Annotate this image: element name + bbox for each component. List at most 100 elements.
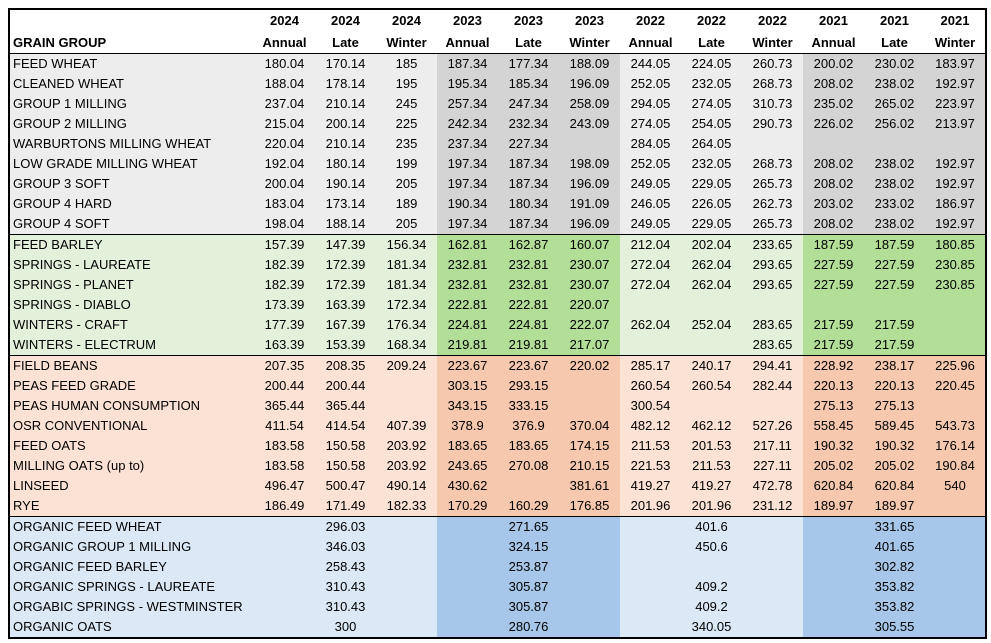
price-cell: 195 bbox=[376, 74, 437, 94]
price-cell: 543.73 bbox=[925, 416, 986, 436]
price-cell: 183.58 bbox=[254, 436, 315, 456]
price-cell: 376.9 bbox=[498, 416, 559, 436]
price-cell bbox=[559, 557, 620, 577]
price-cell: 409.2 bbox=[681, 577, 742, 597]
price-cell: 253.87 bbox=[498, 557, 559, 577]
price-cell bbox=[925, 496, 986, 517]
price-cell bbox=[437, 516, 498, 537]
price-cell: 293.65 bbox=[742, 275, 803, 295]
price-cell: 231.12 bbox=[742, 496, 803, 517]
price-cell: 197.34 bbox=[437, 154, 498, 174]
header-period: Winter bbox=[925, 32, 986, 54]
price-cell: 212.04 bbox=[620, 234, 681, 255]
price-cell: 252.04 bbox=[681, 315, 742, 335]
price-cell: 205.02 bbox=[803, 456, 864, 476]
price-cell bbox=[559, 617, 620, 638]
price-cell: 207.35 bbox=[254, 355, 315, 376]
price-cell bbox=[742, 537, 803, 557]
price-cell: 300.54 bbox=[620, 396, 681, 416]
price-cell: 191.09 bbox=[559, 194, 620, 214]
price-cell bbox=[376, 537, 437, 557]
price-cell: 245 bbox=[376, 94, 437, 114]
price-cell: 189.97 bbox=[864, 496, 925, 517]
table-row: WINTERS - CRAFT 177.39 167.39 176.34 224.81 2… bbox=[9, 315, 986, 335]
price-cell: 260.54 bbox=[681, 376, 742, 396]
price-cell: 589.45 bbox=[864, 416, 925, 436]
price-cell: 162.87 bbox=[498, 234, 559, 255]
price-cell: 260.54 bbox=[620, 376, 681, 396]
price-cell: 283.65 bbox=[742, 335, 803, 356]
price-cell: 419.27 bbox=[620, 476, 681, 496]
price-cell: 230.07 bbox=[559, 255, 620, 275]
price-cell: 210.14 bbox=[315, 134, 376, 154]
price-cell: 183.97 bbox=[925, 53, 986, 74]
price-cell bbox=[681, 557, 742, 577]
price-cell: 303.15 bbox=[437, 376, 498, 396]
price-cell: 210.15 bbox=[559, 456, 620, 476]
price-cell: 219.81 bbox=[498, 335, 559, 356]
price-cell: 293.65 bbox=[742, 255, 803, 275]
price-cell: 258.43 bbox=[315, 557, 376, 577]
price-cell: 256.02 bbox=[864, 114, 925, 134]
price-cell: 198.04 bbox=[254, 214, 315, 235]
price-cell bbox=[559, 376, 620, 396]
price-cell: 365.44 bbox=[254, 396, 315, 416]
price-cell: 224.81 bbox=[498, 315, 559, 335]
table-row: FIELD BEANS 207.35 208.35 209.24 223.67 223.6… bbox=[9, 355, 986, 376]
price-cell: 219.81 bbox=[437, 335, 498, 356]
price-cell: 227.34 bbox=[498, 134, 559, 154]
price-cell: 285.17 bbox=[620, 355, 681, 376]
header-period: Winter bbox=[559, 32, 620, 54]
price-cell: 192.97 bbox=[925, 74, 986, 94]
price-cell: 150.58 bbox=[315, 456, 376, 476]
price-cell: 282.44 bbox=[742, 376, 803, 396]
price-cell: 167.39 bbox=[315, 315, 376, 335]
header-period: Annual bbox=[620, 32, 681, 54]
price-cell: 450.6 bbox=[681, 537, 742, 557]
price-cell: 419.27 bbox=[681, 476, 742, 496]
price-cell: 205 bbox=[376, 214, 437, 235]
price-cell: 181.34 bbox=[376, 275, 437, 295]
price-cell: 217.59 bbox=[803, 335, 864, 356]
price-cell: 200.04 bbox=[254, 174, 315, 194]
price-cell bbox=[742, 617, 803, 638]
price-cell: 227.59 bbox=[803, 275, 864, 295]
header-year: 2023 bbox=[559, 9, 620, 32]
price-cell: 199 bbox=[376, 154, 437, 174]
grain-name: ORGANIC OATS bbox=[9, 617, 254, 638]
price-cell: 176.14 bbox=[925, 436, 986, 456]
price-cell: 482.12 bbox=[620, 416, 681, 436]
price-cell: 178.14 bbox=[315, 74, 376, 94]
header-year: 2023 bbox=[498, 9, 559, 32]
price-cell: 217.07 bbox=[559, 335, 620, 356]
price-cell: 230.85 bbox=[925, 255, 986, 275]
price-cell: 430.62 bbox=[437, 476, 498, 496]
price-cell: 192.97 bbox=[925, 214, 986, 235]
grain-name: RYE bbox=[9, 496, 254, 517]
table-row: FEED BARLEY 157.39 147.39 156.34 162.81 162.8… bbox=[9, 234, 986, 255]
price-cell bbox=[925, 134, 986, 154]
price-cell: 340.05 bbox=[681, 617, 742, 638]
price-cell bbox=[803, 537, 864, 557]
grain-name: GROUP 2 MILLING bbox=[9, 114, 254, 134]
price-cell bbox=[803, 516, 864, 537]
price-cell bbox=[681, 295, 742, 315]
table-row: OSR CONVENTIONAL 411.54 414.54 407.39 378.9 3… bbox=[9, 416, 986, 436]
grain-name: ORGANIC GROUP 1 MILLING bbox=[9, 537, 254, 557]
price-cell: 200.02 bbox=[803, 53, 864, 74]
grain-name: FEED WHEAT bbox=[9, 53, 254, 74]
price-cell bbox=[254, 557, 315, 577]
price-cell: 196.09 bbox=[559, 214, 620, 235]
price-cell bbox=[681, 335, 742, 356]
price-cell: 409.2 bbox=[681, 597, 742, 617]
table-row: MILLING OATS (up to) 183.58 150.58 203.92 24… bbox=[9, 456, 986, 476]
price-cell: 324.15 bbox=[498, 537, 559, 557]
price-cell: 237.04 bbox=[254, 94, 315, 114]
price-cell: 232.81 bbox=[498, 255, 559, 275]
header-year: 2021 bbox=[925, 9, 986, 32]
price-cell: 302.82 bbox=[864, 557, 925, 577]
price-cell bbox=[620, 597, 681, 617]
price-cell: 620.84 bbox=[864, 476, 925, 496]
price-cell: 294.05 bbox=[620, 94, 681, 114]
price-cell bbox=[254, 577, 315, 597]
